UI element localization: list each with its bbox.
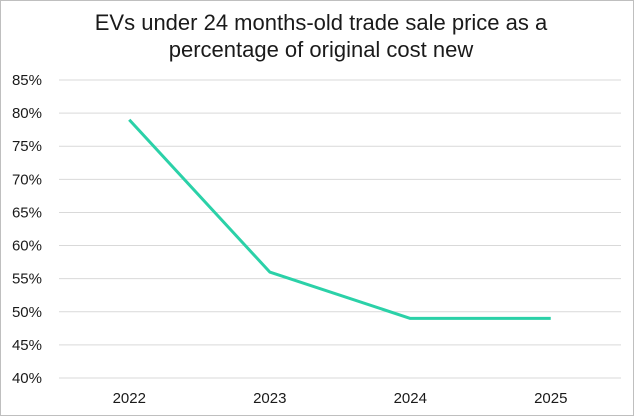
series-line bbox=[128, 118, 551, 320]
chart-title-line-1: EVs under 24 months-old trade sale price… bbox=[94, 10, 548, 35]
y-tick-label: 75% bbox=[12, 138, 42, 155]
y-tick-label: 80% bbox=[12, 105, 42, 122]
x-tick-label: 2025 bbox=[534, 390, 567, 407]
y-tick-label: 55% bbox=[12, 271, 42, 288]
gridlines bbox=[59, 79, 621, 379]
y-tick-label: 65% bbox=[12, 204, 42, 221]
y-tick-label: 45% bbox=[12, 337, 42, 354]
y-tick-label: 85% bbox=[12, 72, 42, 89]
chart-title: EVs under 24 months-old trade sale price… bbox=[41, 9, 601, 63]
x-tick-label: 2024 bbox=[394, 390, 427, 407]
y-tick-label: 70% bbox=[12, 171, 42, 188]
x-tick-label: 2022 bbox=[113, 390, 146, 407]
y-axis-tick-labels: 40% 45% 50% 55% 60% 65% 70% 75% 80% 85% bbox=[12, 72, 42, 387]
x-tick-label: 2023 bbox=[253, 390, 286, 407]
x-axis-tick-labels: 2022 2023 2024 2025 bbox=[113, 390, 568, 407]
y-tick-label: 60% bbox=[12, 238, 42, 255]
chart-title-line-2: percentage of original cost new bbox=[168, 37, 474, 62]
y-tick-label: 40% bbox=[12, 370, 42, 387]
series-layer bbox=[128, 118, 551, 320]
y-tick-label: 50% bbox=[12, 304, 42, 321]
